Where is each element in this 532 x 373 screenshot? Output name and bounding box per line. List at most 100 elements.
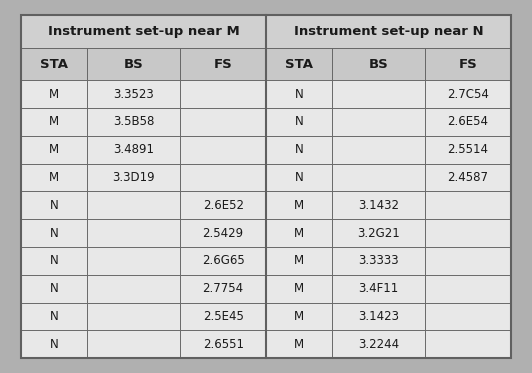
Text: M: M (294, 199, 304, 212)
Bar (87, 48, 180, 80)
Bar (180, 191, 266, 219)
Bar (21, 136, 87, 163)
Text: 3.3D19: 3.3D19 (113, 171, 155, 184)
Text: N: N (50, 254, 59, 267)
Bar (332, 136, 425, 163)
Bar (425, 136, 511, 163)
Bar (425, 191, 511, 219)
Bar (266, 275, 332, 303)
Bar (21, 80, 87, 108)
Bar (332, 191, 425, 219)
Bar (21, 163, 87, 191)
Text: M: M (49, 143, 60, 156)
Text: STA: STA (285, 58, 313, 71)
Bar (266, 80, 332, 108)
Bar (266, 163, 332, 191)
Bar (87, 247, 180, 275)
Bar (425, 330, 511, 358)
Text: N: N (295, 115, 303, 128)
Bar (21, 48, 87, 80)
Text: 2.7C54: 2.7C54 (447, 88, 489, 101)
Bar (266, 303, 332, 330)
Bar (332, 330, 425, 358)
Bar (425, 275, 511, 303)
Text: 3.1432: 3.1432 (358, 199, 399, 212)
Bar (21, 191, 87, 219)
Text: M: M (294, 254, 304, 267)
Bar (87, 108, 180, 136)
Text: 3.4891: 3.4891 (113, 143, 154, 156)
Bar (87, 191, 180, 219)
Bar (425, 247, 511, 275)
Bar (266, 15, 511, 48)
Text: N: N (50, 226, 59, 239)
Bar (266, 191, 332, 219)
Bar (180, 108, 266, 136)
Bar (332, 108, 425, 136)
Text: 2.4587: 2.4587 (447, 171, 488, 184)
Bar (332, 219, 425, 247)
Text: 3.4F11: 3.4F11 (359, 282, 398, 295)
Bar (425, 219, 511, 247)
Bar (332, 48, 425, 80)
Text: 2.6E54: 2.6E54 (447, 115, 488, 128)
Text: N: N (50, 310, 59, 323)
Bar (332, 275, 425, 303)
Bar (266, 136, 332, 163)
Bar (180, 303, 266, 330)
Text: 2.6551: 2.6551 (203, 338, 244, 351)
Bar (87, 136, 180, 163)
Bar (21, 108, 87, 136)
Text: M: M (294, 226, 304, 239)
Bar (266, 48, 332, 80)
Text: N: N (295, 143, 303, 156)
Bar (180, 247, 266, 275)
Bar (332, 247, 425, 275)
Bar (332, 80, 425, 108)
Text: M: M (49, 115, 60, 128)
Bar (180, 80, 266, 108)
Text: 2.7754: 2.7754 (203, 282, 244, 295)
Bar (87, 163, 180, 191)
Text: 2.5514: 2.5514 (447, 143, 488, 156)
Text: Instrument set-up near M: Instrument set-up near M (48, 25, 239, 38)
Text: Instrument set-up near N: Instrument set-up near N (294, 25, 483, 38)
Bar (21, 219, 87, 247)
Text: 3.1423: 3.1423 (358, 310, 399, 323)
Bar (266, 330, 332, 358)
Bar (266, 108, 332, 136)
Bar (425, 48, 511, 80)
Bar (332, 303, 425, 330)
Bar (21, 275, 87, 303)
Bar (180, 163, 266, 191)
Text: M: M (294, 338, 304, 351)
Text: 3.5B58: 3.5B58 (113, 115, 154, 128)
Bar (425, 163, 511, 191)
Bar (425, 80, 511, 108)
Text: 2.5E45: 2.5E45 (203, 310, 244, 323)
Bar (266, 247, 332, 275)
Text: N: N (295, 171, 303, 184)
Bar (266, 219, 332, 247)
Text: N: N (50, 282, 59, 295)
Text: BS: BS (369, 58, 388, 71)
Bar (425, 303, 511, 330)
Bar (180, 48, 266, 80)
Text: 2.6G65: 2.6G65 (202, 254, 245, 267)
Bar (180, 136, 266, 163)
Text: STA: STA (40, 58, 68, 71)
Bar (180, 219, 266, 247)
Text: BS: BS (124, 58, 144, 71)
Text: FS: FS (214, 58, 232, 71)
Text: M: M (294, 282, 304, 295)
Bar (180, 330, 266, 358)
Text: 2.5429: 2.5429 (203, 226, 244, 239)
Text: 3.2G21: 3.2G21 (357, 226, 400, 239)
Text: 3.3523: 3.3523 (113, 88, 154, 101)
Text: M: M (294, 310, 304, 323)
Bar (21, 15, 266, 48)
Text: 3.3333: 3.3333 (358, 254, 399, 267)
Bar (87, 219, 180, 247)
Bar (87, 303, 180, 330)
Bar (87, 330, 180, 358)
